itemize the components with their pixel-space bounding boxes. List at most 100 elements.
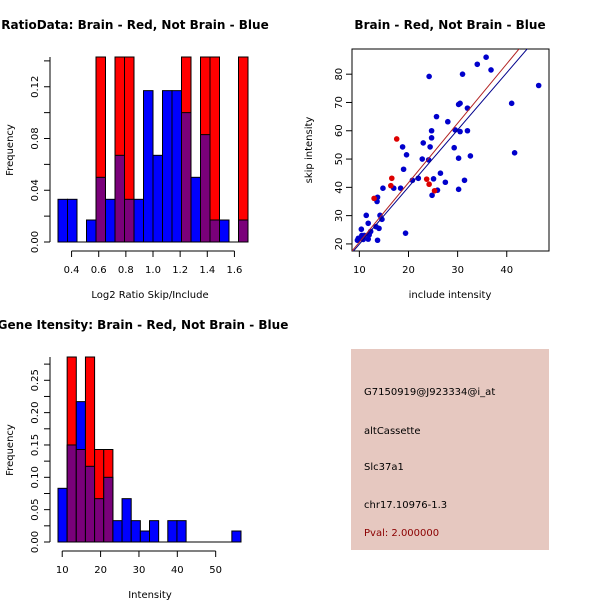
not-brain-point — [402, 230, 409, 236]
x-tick-label: 30 — [133, 565, 146, 576]
points-layer — [352, 49, 542, 251]
not-brain-bar — [167, 520, 178, 543]
not-brain-bar — [57, 487, 68, 543]
ratio-histogram-title: RatioData: Brain - Red, Not Brain - Blue — [1, 18, 268, 32]
not-brain-bar — [162, 90, 173, 243]
intensity-histogram-ylabel: Frequency — [5, 424, 16, 476]
y-tick-label: 50 — [334, 153, 345, 166]
x-tick-label: 1.2 — [172, 265, 188, 276]
not-brain-point — [488, 67, 494, 73]
info-panel-background — [351, 349, 549, 550]
y-tick-label: 0.10 — [30, 466, 41, 488]
not-brain-point — [444, 118, 451, 125]
not-brain-point — [419, 156, 426, 162]
not-brain-bar — [139, 530, 151, 543]
x-tick-label: 50 — [209, 565, 222, 576]
not-brain-bar — [143, 90, 154, 243]
x-tick-label: 1.0 — [145, 265, 161, 276]
not-brain-point — [483, 54, 489, 61]
probe-id: G7150919@J923334@i_at — [364, 387, 495, 398]
info-panel: G7150919@J923334@i_at altCassette Slc37a… — [351, 349, 549, 550]
not-brain-bar — [171, 90, 182, 243]
overlap-bar — [209, 219, 220, 243]
not-brain-bar — [86, 219, 97, 243]
brain-point — [371, 195, 377, 202]
not-brain-bar — [67, 198, 78, 243]
plot-box — [351, 48, 550, 252]
ratio-histogram-ylabel: Frequency — [5, 124, 16, 176]
overlap-bar — [124, 198, 135, 243]
not-brain-point — [508, 100, 515, 107]
not-brain-point — [366, 232, 372, 238]
ratio-histogram-xlabel: Log2 Ratio Skip/Include — [91, 290, 208, 301]
not-brain-point — [464, 127, 471, 134]
x-tick-label: 10 — [353, 265, 366, 276]
not-brain-point — [380, 185, 386, 191]
not-brain-bar — [112, 520, 123, 543]
not-brain-point — [467, 153, 474, 159]
not-brain-point — [379, 216, 385, 223]
overlap-bar — [95, 176, 106, 243]
brain-point — [393, 136, 400, 142]
x-tick-label: 0.8 — [118, 265, 134, 276]
intensity-histogram: Gene Itensity: Brain - Red, Not Brain - … — [0, 318, 288, 601]
not-brain-point — [403, 152, 410, 158]
y-tick-label: 40 — [334, 181, 345, 194]
y-tick-label: 70 — [334, 96, 345, 109]
not-brain-point — [437, 170, 444, 176]
not-brain-point — [428, 135, 435, 141]
not-brain-point — [457, 128, 463, 135]
brain-point — [423, 176, 430, 182]
not-brain-point — [363, 212, 370, 219]
event-type: altCassette — [364, 426, 421, 437]
overlap-bar — [103, 476, 114, 543]
not-brain-point — [442, 179, 449, 186]
x-tick-label: 1.4 — [199, 265, 215, 276]
chromosome-location: chr17.10976-1.3 — [364, 500, 447, 511]
not-brain-bar — [57, 198, 68, 243]
scatter-xlabel: include intensity — [409, 290, 492, 301]
y-tick-label: 0.20 — [30, 401, 41, 423]
overlap-bar — [84, 465, 96, 543]
not-brain-point — [376, 225, 382, 232]
not-brain-bar — [105, 198, 116, 243]
not-brain-fit-line — [352, 49, 528, 251]
not-brain-point — [433, 113, 440, 120]
x-tick-label: 0.6 — [91, 265, 107, 276]
intensity-scatter: Brain - Red, Not Brain - Blue include in… — [304, 18, 550, 301]
x-tick-label: 30 — [451, 265, 464, 276]
y-tick-label: 0.15 — [30, 434, 41, 456]
y-tick-label: 0.04 — [30, 179, 41, 201]
y-tick-label: 0.05 — [30, 499, 41, 521]
not-brain-point — [429, 192, 435, 199]
brain-fit-line — [352, 49, 520, 251]
not-brain-point — [358, 226, 365, 233]
not-brain-point — [455, 186, 462, 193]
y-tick-label: 60 — [334, 124, 345, 137]
not-brain-point — [474, 61, 481, 68]
y-tick-label: 0.00 — [30, 531, 41, 553]
overlap-bar — [94, 498, 105, 543]
overlap-bar — [238, 219, 249, 243]
overlap-bar — [75, 449, 86, 543]
not-brain-bar — [219, 219, 230, 243]
y-tick-label: 80 — [334, 68, 345, 81]
brain-bar — [238, 56, 249, 243]
y-tick-label: 0.08 — [30, 127, 41, 149]
not-brain-bar — [121, 498, 132, 543]
not-brain-point — [420, 140, 427, 146]
x-tick-label: 0.4 — [64, 265, 80, 276]
scatter-ylabel: skip intensity — [304, 117, 315, 184]
not-brain-point — [451, 144, 457, 151]
intensity-histogram-title: Gene Itensity: Brain - Red, Not Brain - … — [0, 318, 288, 332]
gene-name: Slc37a1 — [364, 462, 404, 473]
brain-bar — [209, 56, 220, 243]
overlap-bar — [66, 444, 77, 543]
y-tick-label: 0.00 — [30, 231, 41, 253]
not-brain-point — [397, 185, 404, 191]
brain-point — [431, 187, 438, 194]
x-tick-label: 20 — [402, 265, 415, 276]
not-brain-bar — [133, 198, 144, 243]
ratio-histogram: RatioData: Brain - Red, Not Brain - Blue… — [1, 18, 268, 301]
